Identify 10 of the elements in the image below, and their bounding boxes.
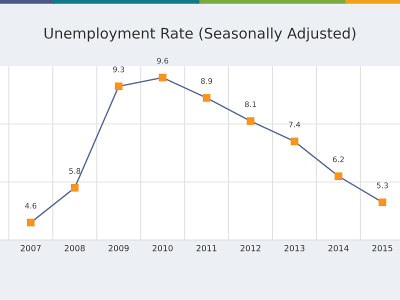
- chart-title: Unemployment Rate (Seasonally Adjusted): [44, 27, 356, 42]
- x-tick-label: 2015: [372, 245, 392, 252]
- x-tick-label: 2011: [196, 245, 216, 252]
- x-tick-label: 2013: [284, 245, 304, 252]
- x-tick-label: 2014: [328, 245, 349, 252]
- x-tick-label: 2010: [152, 245, 173, 252]
- x-tick-label: 2007: [20, 245, 41, 252]
- x-tick-label: 2009: [108, 245, 129, 252]
- x-tick-label: 2008: [64, 245, 85, 252]
- x-tick-label: 2012: [240, 245, 260, 252]
